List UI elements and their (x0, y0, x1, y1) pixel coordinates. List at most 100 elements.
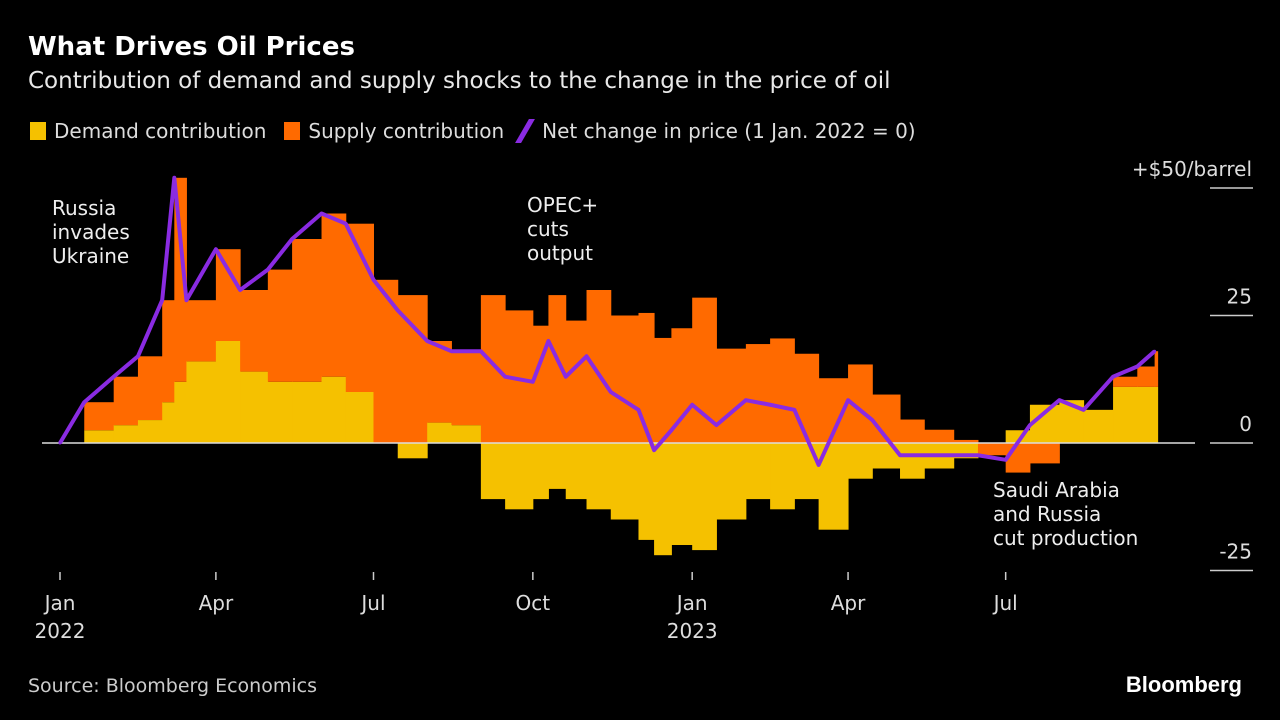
supply-bar (1005, 443, 1031, 473)
y-tick-label: 0 (1239, 412, 1252, 436)
y-tick-label: +$50/barrel (1132, 157, 1252, 181)
legend-net: Net change in price (1 Jan. 2022 = 0) (515, 119, 916, 143)
x-tick-label: Jul (992, 591, 1018, 615)
legend: Demand contribution Supply contribution … (30, 119, 916, 143)
supply-bar (397, 295, 428, 443)
supply-bar (548, 295, 567, 443)
supply-bar (745, 344, 771, 443)
supply-bar (137, 356, 163, 421)
demand-bar (186, 361, 217, 443)
demand-bar (292, 381, 323, 443)
bloomberg-logo: Bloomberg (1125, 672, 1242, 697)
supply-bar (900, 419, 925, 443)
net-point (898, 453, 902, 457)
demand-bar (174, 381, 187, 443)
net-point (1111, 375, 1115, 379)
net-point (425, 339, 429, 343)
net-point (585, 354, 589, 358)
supply-bar (924, 429, 955, 443)
demand-bar (451, 425, 482, 443)
net-point (238, 288, 242, 292)
supply-bar (1113, 376, 1138, 387)
demand-bar (1083, 409, 1114, 443)
net-point (609, 390, 613, 394)
supply-bar (321, 213, 347, 377)
supply-bar (84, 402, 115, 431)
annotation-text: Saudi Arabia (993, 478, 1120, 502)
x-tick-label: Apr (199, 591, 234, 615)
net-point (396, 308, 400, 312)
demand-bar (1154, 386, 1159, 443)
supply-bar (1137, 366, 1156, 387)
supply-bar (716, 348, 747, 443)
demand-bar (137, 420, 163, 443)
demand-bar (770, 443, 795, 510)
net-point (922, 453, 926, 457)
supply-bar (794, 353, 820, 443)
supply-bar (692, 297, 717, 443)
legend-label: Supply contribution (308, 119, 505, 143)
demand-bar (1137, 386, 1156, 443)
legend-supply: Supply contribution (284, 119, 504, 143)
supply-bar (671, 328, 693, 443)
demand-bar (654, 443, 672, 556)
annotation-text: invades (52, 220, 130, 244)
annotation-text: Ukraine (52, 244, 129, 268)
demand-bar (692, 443, 717, 551)
annotation-text: OPEC+ (527, 193, 598, 217)
demand-bar (84, 430, 115, 443)
net-point (371, 278, 375, 282)
supply-bar (638, 312, 655, 443)
legend-demand: Demand contribution (30, 119, 266, 143)
demand-bar (240, 371, 269, 443)
demand-bar (610, 443, 639, 520)
demand-bar (162, 402, 175, 443)
net-point (172, 176, 176, 180)
net-point (82, 400, 86, 404)
demand-bar (848, 443, 873, 479)
annotation-text: Russia (52, 196, 116, 220)
x-year-label: 2022 (35, 619, 86, 643)
legend-swatch-demand (30, 122, 46, 140)
net-point (1057, 398, 1061, 402)
demand-bar (872, 443, 901, 469)
demand-bar (745, 443, 771, 500)
x-tick-label: Oct (516, 591, 551, 615)
net-change-line (58, 175, 1156, 467)
supply-bar (1029, 443, 1060, 464)
demand-bar (638, 443, 655, 540)
net-point (503, 375, 507, 379)
supply-bar (1154, 351, 1159, 387)
net-point (714, 423, 718, 427)
net-point (58, 441, 62, 445)
net-point (817, 463, 821, 467)
net-point (531, 380, 535, 384)
net-point (112, 375, 116, 379)
demand-bar (716, 443, 747, 520)
net-point (1028, 423, 1032, 427)
y-tick-label: -25 (1219, 540, 1252, 564)
supply-bar (215, 249, 241, 341)
net-point (768, 403, 772, 407)
supply-bar (480, 295, 506, 443)
net-point (564, 375, 568, 379)
net-point (669, 428, 673, 432)
net-point (1135, 365, 1139, 368)
net-point (792, 408, 796, 412)
legend-swatch-supply (284, 122, 301, 140)
supply-bar (977, 443, 1007, 456)
demand-bar (548, 443, 567, 489)
net-point (479, 349, 483, 353)
supply-bar (953, 439, 979, 443)
net-point (546, 339, 550, 343)
demand-bar (427, 422, 452, 443)
annotation-text: cut production (993, 526, 1138, 550)
demand-bar (215, 341, 241, 443)
annotation-text: output (527, 241, 593, 265)
x-tick-label: Jul (359, 591, 385, 615)
x-tick-label: Jan (43, 591, 76, 615)
net-point (652, 448, 656, 452)
demand-bar (900, 443, 925, 479)
demand-bar (671, 443, 693, 545)
